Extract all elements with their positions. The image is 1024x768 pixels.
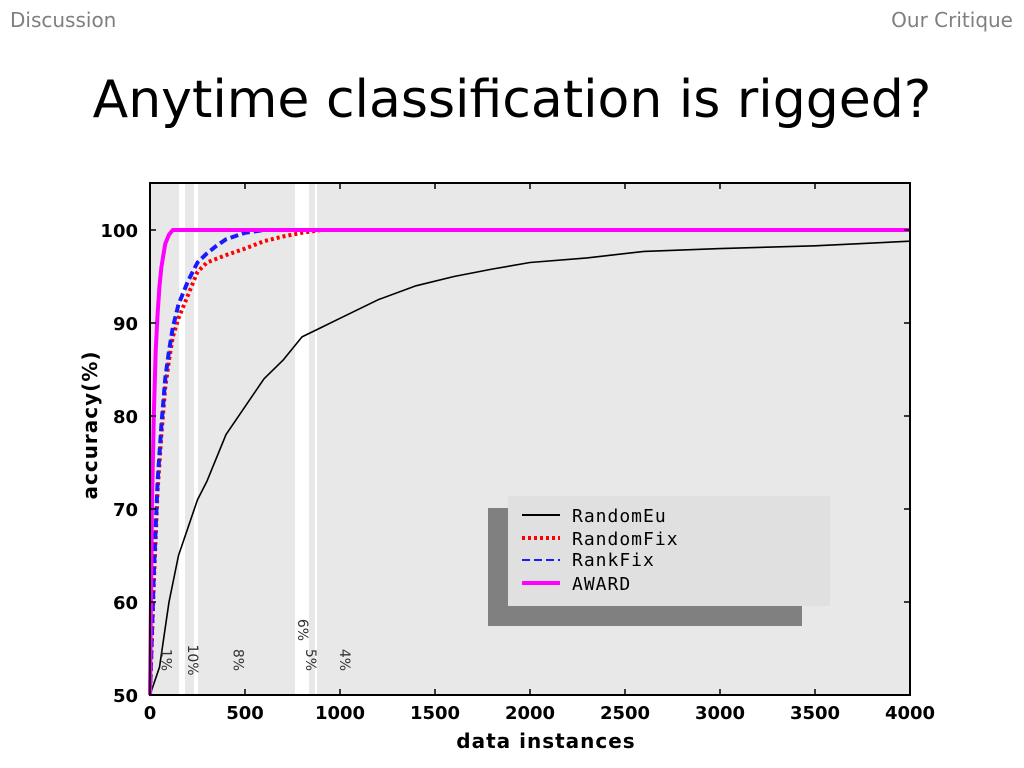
x-tick-label: 4000	[885, 703, 935, 724]
header-subsection-label: Our Critique	[891, 8, 1013, 32]
x-tick-label: 1500	[410, 703, 460, 724]
slide-title: Anytime classification is rigged?	[92, 70, 932, 130]
y-tick-label: 50	[113, 686, 138, 707]
band-divider	[194, 183, 198, 695]
x-tick-label: 2500	[600, 703, 650, 724]
y-tick-label: 90	[113, 314, 138, 335]
legend-label-award: AWARD	[572, 574, 631, 595]
y-tick-label: 100	[100, 221, 138, 242]
band-percentage-label: 10%	[184, 644, 200, 675]
x-axis-label: data instances	[456, 729, 635, 753]
x-tick-label: 3500	[790, 703, 840, 724]
band-percentage-label: 1%	[157, 649, 173, 671]
y-tick-label: 70	[113, 500, 138, 521]
header-section-label: Discussion	[10, 8, 117, 32]
x-tick-label: 0	[144, 703, 157, 724]
series-line-randomeu	[149, 240, 911, 696]
band-divider	[295, 183, 309, 695]
x-tick-label: 2000	[505, 703, 555, 724]
legend-label-randomfix: RandomFix	[572, 529, 679, 550]
band-percentage-label: 6%	[294, 619, 310, 641]
band-divider	[315, 183, 317, 695]
band-divider	[179, 183, 185, 695]
x-tick-label: 500	[226, 703, 264, 724]
legend-label-rankfix: RankFix	[572, 550, 655, 571]
y-axis-label: accuracy(%)	[78, 350, 102, 499]
legend-box	[508, 496, 830, 606]
y-tick-label: 60	[113, 593, 138, 614]
x-axis: 0 500 1000 1500 2000 2500 3000 3500 4000	[144, 183, 935, 724]
legend-label-randomeu: RandomEu	[572, 506, 667, 527]
x-tick-label: 1000	[315, 703, 365, 724]
x-tick-label: 3000	[695, 703, 745, 724]
annotation-layer: 1% 10% 8% 6% 5% 4%	[157, 619, 352, 676]
y-tick-label: 80	[113, 407, 138, 428]
band-percentage-label: 4%	[336, 649, 352, 671]
y-axis: 50 60 70 80 90 100	[100, 221, 910, 707]
band-percentage-label: 8%	[230, 649, 246, 671]
legend: RandomEu RandomFix RankFix AWARD	[488, 496, 830, 626]
band-percentage-label: 5%	[302, 649, 318, 671]
